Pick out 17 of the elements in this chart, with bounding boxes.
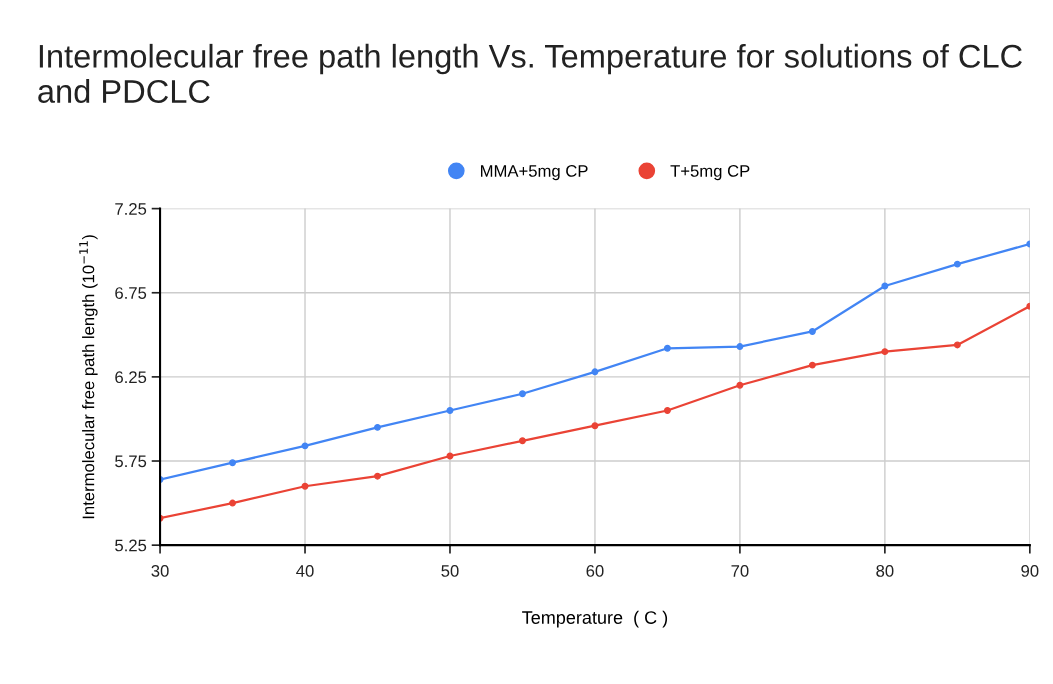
y-axis-title: Intermolecular free path length (10$^{−11}$): [79, 235, 98, 519]
x-tick-label: 60: [586, 565, 604, 577]
y-tick-label: 5.75: [115, 455, 147, 468]
x-tick-label: 50: [441, 565, 459, 577]
y-tick-label: 5.25: [115, 539, 147, 552]
x-tick-label: 90: [1021, 565, 1039, 577]
x-tick-label: 70: [731, 565, 749, 577]
legend-label: MMA+5mg CP: [481, 165, 588, 181]
x-tick-label: 40: [296, 565, 314, 577]
legend-label: T+5mg CP: [670, 165, 750, 181]
x-tick-label: 30: [151, 565, 169, 577]
y-tick-label: 7.25: [115, 203, 147, 215]
x-tick-label: 80: [876, 565, 894, 577]
chart-title: Intermolecular free path length Vs. Temperature for solutions of CLC and PDCLC: [38, 43, 1022, 103]
y-tick-label: 6.75: [115, 287, 147, 299]
y-tick-label: 6.25: [115, 371, 147, 384]
x-axis-title: Temperature ( C ): [522, 610, 668, 628]
